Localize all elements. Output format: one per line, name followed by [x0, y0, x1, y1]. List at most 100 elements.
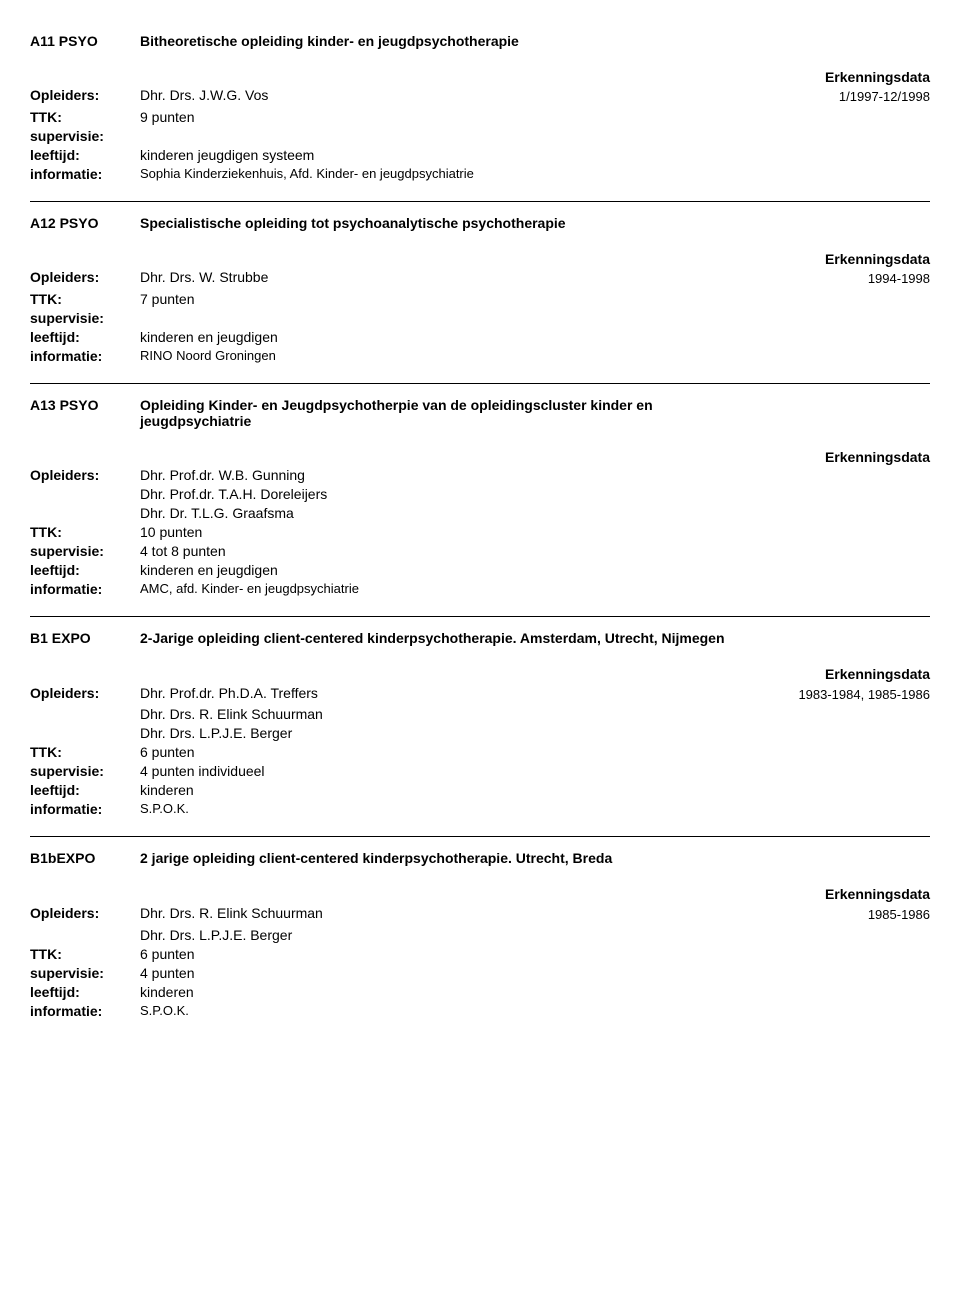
trainer-row: Dhr. Drs. R. Elink Schuurman: [30, 706, 930, 722]
ttk-row: TTK:7 punten: [30, 291, 930, 307]
erk-date: 1985-1986: [868, 907, 930, 922]
informatie-value: RINO Noord Groningen: [140, 348, 750, 363]
course-title: Opleiding Kinder- en Jeugdpsychotherpie …: [140, 397, 750, 429]
ttk-value: 6 punten: [140, 946, 750, 962]
label-informatie: informatie:: [30, 801, 140, 817]
leeftijd-row: leeftijd:kinderen jeugdigen systeem: [30, 147, 930, 163]
erk-header-row: Erkenningsdata: [30, 250, 930, 268]
title-row: A11 PSYOBitheoretische opleiding kinder-…: [30, 33, 930, 49]
label-leeftijd: leeftijd:: [30, 984, 140, 1000]
leeftijd-value: kinderen: [140, 984, 750, 1000]
erk-date-cell: 1/1997-12/1998: [750, 87, 930, 106]
informatie-value: S.P.O.K.: [140, 801, 750, 816]
label-leeftijd: leeftijd:: [30, 329, 140, 345]
ttk-value: 7 punten: [140, 291, 750, 307]
trainer-name: Dhr. Drs. R. Elink Schuurman: [140, 905, 750, 921]
trainer-row: Dhr. Drs. L.P.J.E. Berger: [30, 725, 930, 741]
course-entry: B1 EXPO2-Jarige opleiding client-centere…: [30, 617, 930, 837]
course-title: Specialistische opleiding tot psychoanal…: [140, 215, 750, 231]
informatie-row: informatie:S.P.O.K.: [30, 1003, 930, 1019]
supervisie-row: supervisie:4 tot 8 punten: [30, 543, 930, 559]
trainer-name: Dhr. Drs. L.P.J.E. Berger: [140, 927, 750, 943]
trainer-name: Dhr. Drs. L.P.J.E. Berger: [140, 725, 750, 741]
course-code: B1 EXPO: [30, 630, 140, 646]
supervisie-value: 4 tot 8 punten: [140, 543, 750, 559]
label-leeftijd: leeftijd:: [30, 562, 140, 578]
supervisie-row: supervisie:4 punten: [30, 965, 930, 981]
erk-header: Erkenningsdata: [750, 885, 930, 903]
course-code: A11 PSYO: [30, 33, 140, 49]
leeftijd-row: leeftijd:kinderen en jeugdigen: [30, 329, 930, 345]
informatie-value: Sophia Kinderziekenhuis, Afd. Kinder- en…: [140, 166, 750, 181]
course-entry: A12 PSYOSpecialistische opleiding tot ps…: [30, 202, 930, 384]
label-supervisie: supervisie:: [30, 965, 140, 981]
label-ttk: TTK:: [30, 524, 140, 540]
trainer-name: Dhr. Drs. R. Elink Schuurman: [140, 706, 750, 722]
trainer-row: Opleiders:Dhr. Prof.dr. Ph.D.A. Treffers…: [30, 685, 930, 704]
label-supervisie: supervisie:: [30, 763, 140, 779]
label-opleiders: Opleiders:: [30, 905, 140, 921]
supervisie-row: supervisie:: [30, 310, 930, 326]
erk-date-cell: 1985-1986: [750, 905, 930, 924]
trainer-name: Dhr. Prof.dr. W.B. Gunning: [140, 467, 750, 483]
course-title: 2 jarige opleiding client-centered kinde…: [140, 850, 750, 866]
supervisie-row: supervisie:: [30, 128, 930, 144]
erk-header: Erkenningsdata: [750, 250, 930, 268]
title-row: A13 PSYOOpleiding Kinder- en Jeugdpsycho…: [30, 397, 930, 429]
informatie-value: AMC, afd. Kinder- en jeugdpsychiatrie: [140, 581, 750, 596]
informatie-row: informatie:RINO Noord Groningen: [30, 348, 930, 364]
erk-header: Erkenningsdata: [750, 665, 930, 683]
ttk-row: TTK:6 punten: [30, 744, 930, 760]
ttk-value: 9 punten: [140, 109, 750, 125]
erk-header-row: Erkenningsdata: [30, 665, 930, 683]
trainer-name: Dhr. Drs. W. Strubbe: [140, 269, 750, 285]
leeftijd-value: kinderen jeugdigen systeem: [140, 147, 750, 163]
course-entry: A11 PSYOBitheoretische opleiding kinder-…: [30, 20, 930, 202]
erk-header: Erkenningsdata: [750, 68, 930, 86]
trainer-row: Opleiders:Dhr. Drs. R. Elink Schuurman 19…: [30, 905, 930, 924]
course-code: A13 PSYO: [30, 397, 140, 413]
label-supervisie: supervisie:: [30, 128, 140, 144]
label-supervisie: supervisie:: [30, 543, 140, 559]
leeftijd-row: leeftijd:kinderen: [30, 782, 930, 798]
erk-header-row: Erkenningsdata: [30, 68, 930, 86]
label-opleiders: Opleiders:: [30, 685, 140, 701]
trainer-row: Opleiders:Dhr. Prof.dr. W.B. Gunning: [30, 467, 930, 483]
course-code: B1bEXPO: [30, 850, 140, 866]
trainer-name: Dhr. Dr. T.L.G. Graafsma: [140, 505, 750, 521]
label-informatie: informatie:: [30, 1003, 140, 1019]
supervisie-value: 4 punten: [140, 965, 750, 981]
leeftijd-value: kinderen en jeugdigen: [140, 329, 750, 345]
erk-header-row: Erkenningsdata: [30, 448, 930, 466]
label-supervisie: supervisie:: [30, 310, 140, 326]
label-ttk: TTK:: [30, 291, 140, 307]
label-informatie: informatie:: [30, 348, 140, 364]
erk-date: 1983-1984, 1985-1986: [798, 687, 930, 702]
trainer-row: Dhr. Prof.dr. T.A.H. Doreleijers: [30, 486, 930, 502]
label-informatie: informatie:: [30, 581, 140, 597]
label-leeftijd: leeftijd:: [30, 147, 140, 163]
trainer-row: Opleiders:Dhr. Drs. W. Strubbe1994-1998: [30, 269, 930, 288]
erk-date: 1994-1998: [868, 271, 930, 286]
ttk-row: TTK:6 punten: [30, 946, 930, 962]
erk-header-row: Erkenningsdata: [30, 885, 930, 903]
supervisie-row: supervisie:4 punten individueel: [30, 763, 930, 779]
course-title: Bitheoretische opleiding kinder- en jeug…: [140, 33, 750, 49]
erk-header: Erkenningsdata: [750, 448, 930, 466]
trainer-name: Dhr. Drs. J.W.G. Vos: [140, 87, 750, 103]
label-informatie: informatie:: [30, 166, 140, 182]
ttk-value: 6 punten: [140, 744, 750, 760]
course-entry: A13 PSYOOpleiding Kinder- en Jeugdpsycho…: [30, 384, 930, 617]
label-ttk: TTK:: [30, 946, 140, 962]
ttk-value: 10 punten: [140, 524, 750, 540]
erk-date-cell: 1994-1998: [750, 269, 930, 288]
label-ttk: TTK:: [30, 109, 140, 125]
ttk-row: TTK:10 punten: [30, 524, 930, 540]
label-opleiders: Opleiders:: [30, 467, 140, 483]
leeftijd-row: leeftijd:kinderen: [30, 984, 930, 1000]
title-row: A12 PSYOSpecialistische opleiding tot ps…: [30, 215, 930, 231]
course-entry: B1bEXPO2 jarige opleiding client-centere…: [30, 837, 930, 1037]
leeftijd-value: kinderen en jeugdigen: [140, 562, 750, 578]
erk-date-cell: 1983-1984, 1985-1986: [750, 685, 930, 704]
leeftijd-value: kinderen: [140, 782, 750, 798]
